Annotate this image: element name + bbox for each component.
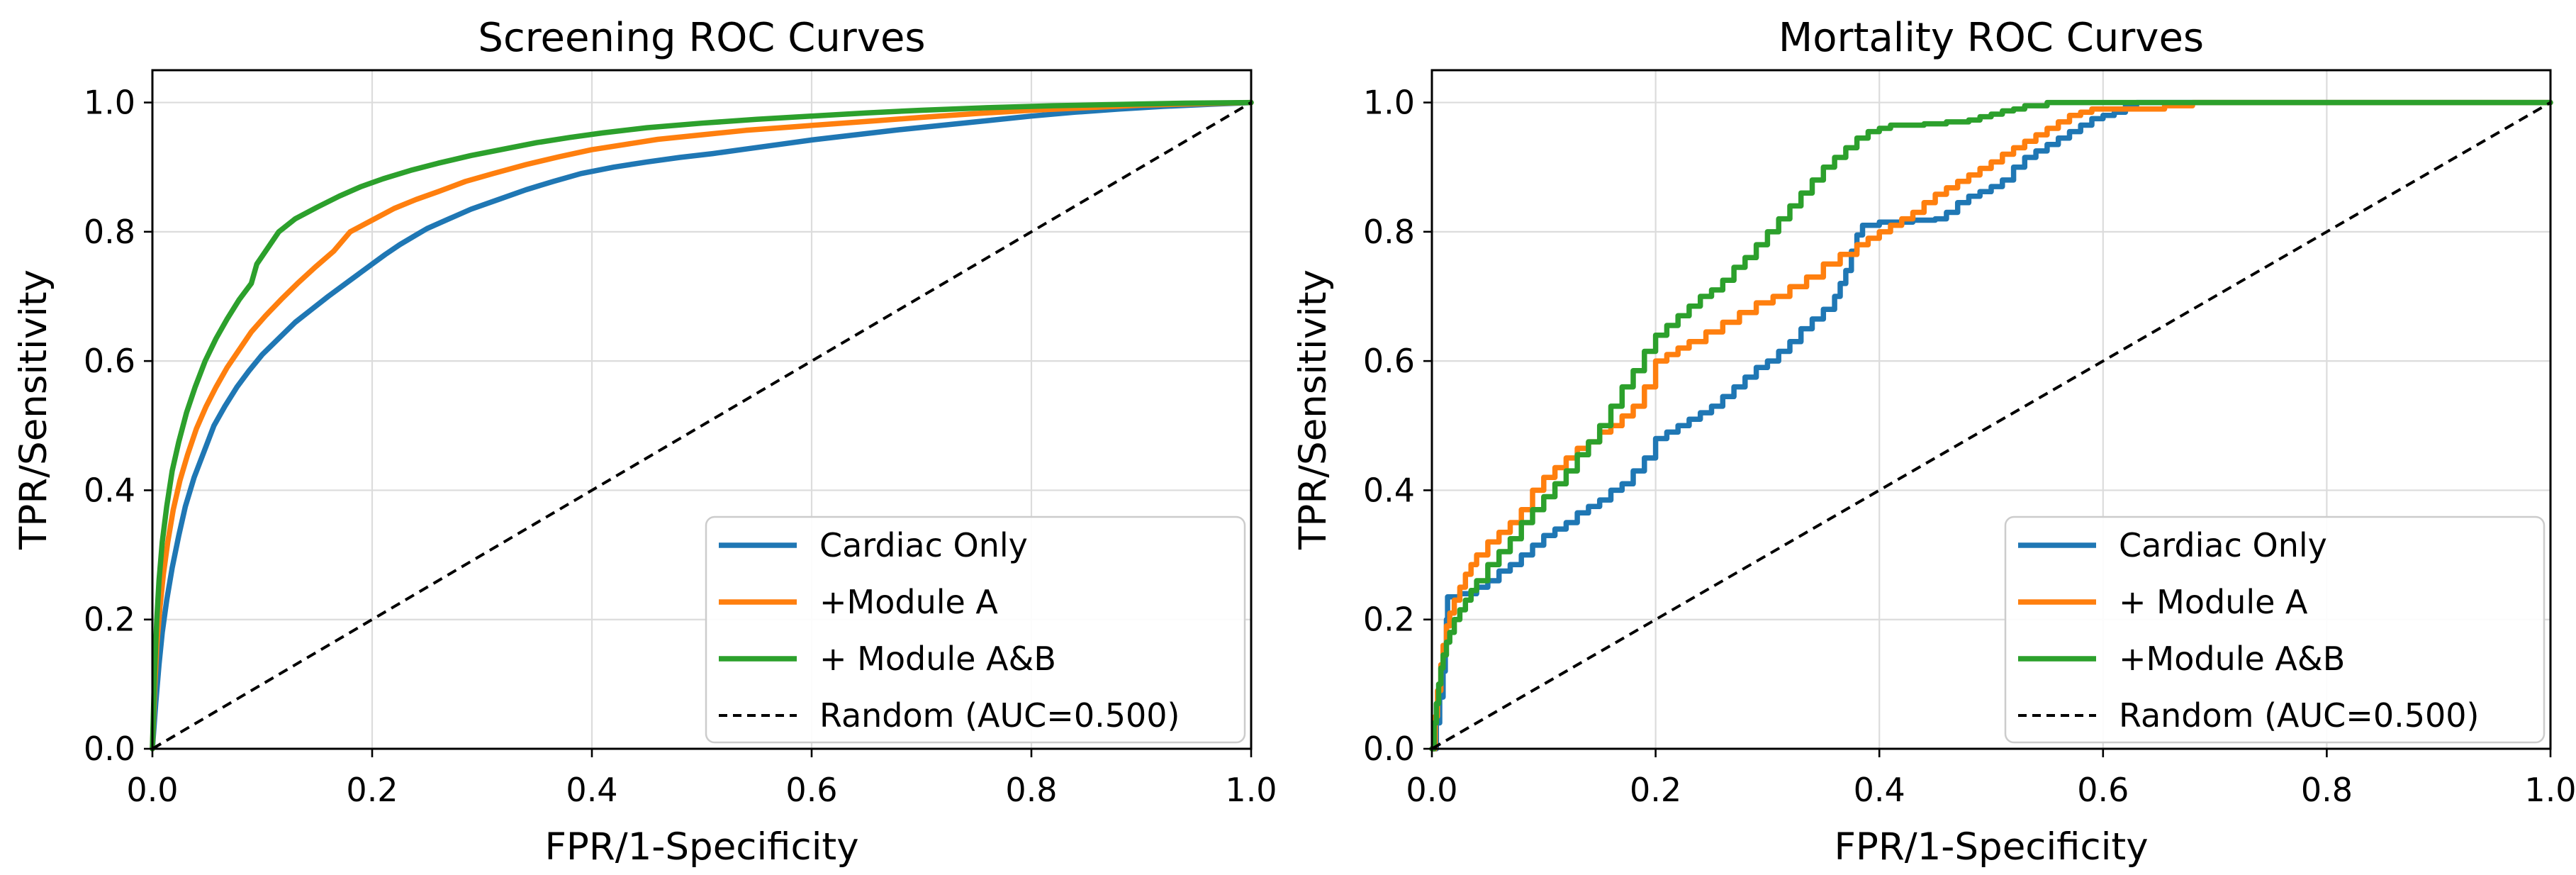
legend-box bbox=[2004, 515, 2546, 744]
y-tick-label: 0.2 bbox=[84, 601, 135, 639]
y-axis-label: TPR/Sensitivity bbox=[12, 269, 55, 550]
y-tick-label: 0.0 bbox=[84, 730, 135, 768]
legend-label: Random (AUC=0.500) bbox=[819, 696, 1180, 735]
legend-entry-random-auc-0-500: Random (AUC=0.500) bbox=[2018, 696, 2479, 735]
y-tick-label: 0.8 bbox=[84, 213, 135, 251]
x-tick-label: 0.4 bbox=[1854, 771, 1905, 809]
y-tick-label: 1.0 bbox=[1363, 84, 1415, 122]
x-tick-label: 1.0 bbox=[2524, 771, 2576, 809]
y-axis-label: TPR/Sensitivity bbox=[1292, 269, 1335, 550]
roc-curve-module-a bbox=[1429, 99, 2553, 752]
x-tick-label: 0.0 bbox=[126, 771, 178, 809]
random-baseline bbox=[151, 101, 1253, 750]
y-tick-label: 0.4 bbox=[1363, 471, 1415, 509]
legend-label: + Module A&B bbox=[819, 640, 1056, 678]
y-tick-label: 1.0 bbox=[84, 84, 135, 122]
y-tick-label: 0.0 bbox=[1363, 730, 1415, 768]
legend-label: +Module A bbox=[819, 583, 998, 621]
x-tick-label: 0.2 bbox=[1630, 771, 1681, 809]
y-tick-label: 0.6 bbox=[84, 342, 135, 380]
legend-entry-cardiac-only: Cardiac Only bbox=[2018, 526, 2327, 564]
roc-curve-module-a-b bbox=[1429, 99, 2553, 752]
legend-entry-cardiac-only: Cardiac Only bbox=[719, 526, 1028, 564]
random-baseline bbox=[1430, 101, 2552, 750]
axes-frame bbox=[1430, 69, 2552, 750]
panel-screening-roc: 0.0 0.2 0.4 0.6 0.8 1.0 0.0 0.2 0.4 0.6 0.8 1.0 Scre… bbox=[12, 15, 1277, 869]
x-tick-label: 1.0 bbox=[1225, 771, 1277, 809]
x-tick-label: 0.8 bbox=[2301, 771, 2353, 809]
legend-label: Random (AUC=0.500) bbox=[2119, 696, 2479, 735]
legend-entry-module-a-b: +Module A&B bbox=[2018, 640, 2345, 678]
plot-title: Mortality ROC Curves bbox=[1779, 15, 2204, 61]
legend-box bbox=[705, 515, 1246, 744]
roc-curve-module-a-b bbox=[150, 99, 1254, 752]
panel-mortality-roc: 0.0 0.2 0.4 0.6 0.8 1.0 0.0 0.2 0.4 0.6 0.8 1.0 Mort… bbox=[1292, 15, 2576, 869]
legend-entry-random-auc-0-500: Random (AUC=0.500) bbox=[719, 696, 1180, 735]
legend: Cardiac Only + Module A +Module A&B Random … bbox=[2004, 515, 2546, 744]
legend-label: Cardiac Only bbox=[2119, 526, 2327, 564]
x-axis-label: FPR/1-Specificity bbox=[1834, 825, 2148, 869]
legend-entry-module-a: + Module A bbox=[2018, 583, 2308, 621]
axes-frame bbox=[151, 69, 1253, 750]
x-tick-label: 0.4 bbox=[566, 771, 617, 809]
plot-title: Screening ROC Curves bbox=[478, 15, 925, 61]
x-tick-label: 0.6 bbox=[2077, 771, 2129, 809]
roc-curve-cardiac-only bbox=[1429, 99, 2553, 752]
x-tick-label: 0.0 bbox=[1406, 771, 1457, 809]
legend-entry-module-a-b: + Module A&B bbox=[719, 640, 1056, 678]
legend-entry-module-a: +Module A bbox=[719, 583, 998, 621]
legend-label: + Module A bbox=[2119, 583, 2308, 621]
x-tick-label: 0.6 bbox=[785, 771, 837, 809]
legend: Cardiac Only +Module A + Module A&B Random … bbox=[705, 515, 1246, 744]
y-tick-label: 0.8 bbox=[1363, 213, 1415, 251]
y-tick-label: 0.6 bbox=[1363, 342, 1415, 380]
legend-label: Cardiac Only bbox=[819, 526, 1028, 564]
legend-label: +Module A&B bbox=[2119, 640, 2345, 678]
roc-curve-cardiac-only bbox=[150, 99, 1254, 752]
y-tick-label: 0.2 bbox=[1363, 601, 1415, 639]
x-tick-label: 0.8 bbox=[1005, 771, 1057, 809]
y-tick-label: 0.4 bbox=[84, 471, 135, 509]
x-tick-label: 0.2 bbox=[346, 771, 398, 809]
x-axis-label: FPR/1-Specificity bbox=[544, 825, 858, 869]
roc-curve-module-a bbox=[150, 99, 1254, 752]
